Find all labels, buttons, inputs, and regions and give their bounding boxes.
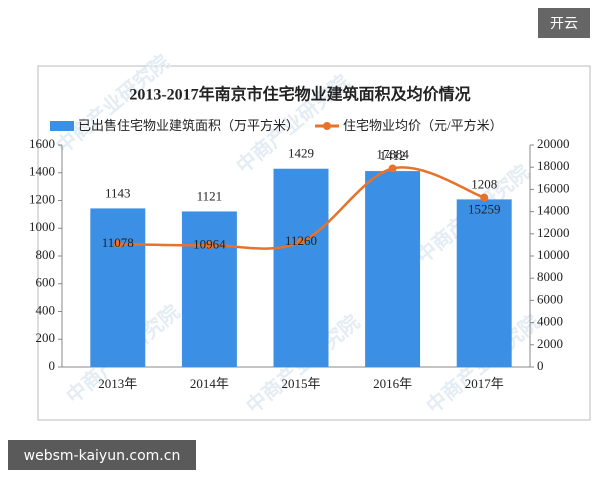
line-label: 17884 [376, 146, 409, 161]
y-tick-label: 0 [49, 358, 56, 373]
legend-label: 已出售住宅物业建筑面积（万平方米） [78, 118, 299, 133]
badge[interactable]: 开云 [550, 16, 578, 32]
chart-title: 2013-2017年南京市住宅物业建筑面积及均价情况 [129, 85, 470, 104]
bar-label: 1429 [288, 146, 314, 161]
line-marker [205, 241, 214, 250]
y2-tick-label: 6000 [537, 291, 563, 306]
x-tick-label: 2016年 [373, 376, 412, 391]
y-tick-label: 1000 [29, 219, 55, 234]
y2-tick-label: 0 [537, 358, 544, 373]
bar [273, 168, 329, 367]
bar-label: 1412 [380, 148, 406, 163]
line-marker [113, 240, 122, 249]
legend-swatch [50, 121, 74, 131]
bar [365, 171, 421, 367]
y2-tick-label: 14000 [537, 203, 570, 218]
bar-label: 1208 [471, 176, 497, 191]
y2-tick-label: 4000 [537, 314, 563, 329]
line-label: 10964 [193, 236, 226, 251]
x-tick-label: 2013年 [98, 376, 137, 391]
line-marker [388, 164, 397, 173]
footer-box [8, 440, 196, 470]
y2-tick-label: 10000 [537, 247, 570, 262]
y-tick-label: 400 [36, 302, 56, 317]
y2-tick-label: 16000 [537, 180, 570, 195]
x-tick-label: 2015年 [281, 376, 320, 391]
line-label: 11260 [285, 233, 317, 248]
line-marker [480, 193, 489, 202]
y2-tick-label: 12000 [537, 225, 570, 240]
y-tick-label: 1600 [29, 136, 55, 151]
legend-label: 住宅物业均价（元/平方米） [343, 118, 503, 133]
y-tick-label: 800 [36, 247, 56, 262]
y-tick-label: 600 [36, 275, 56, 290]
legend-marker [323, 122, 332, 130]
bar-label: 1121 [197, 188, 223, 203]
line-label: 11078 [102, 235, 134, 250]
line-marker [297, 238, 305, 247]
y2-tick-label: 8000 [537, 269, 563, 284]
bar [456, 199, 512, 367]
x-tick-label: 2017年 [465, 376, 504, 391]
y-tick-label: 1400 [29, 164, 55, 179]
y-tick-label: 1200 [29, 191, 55, 206]
bar [90, 208, 146, 367]
line-label: 15259 [468, 202, 501, 217]
y2-tick-label: 20000 [537, 136, 570, 151]
x-tick-label: 2014年 [190, 376, 229, 391]
bar-label: 1143 [105, 185, 131, 200]
footer-url: websm-kaiyun.com.cn [24, 448, 181, 464]
line [117, 166, 485, 250]
y-tick-label: 200 [36, 330, 56, 345]
y2-tick-label: 2000 [537, 336, 563, 351]
bar [181, 211, 237, 367]
badge-box[interactable] [538, 8, 590, 38]
y2-tick-label: 18000 [537, 158, 570, 173]
